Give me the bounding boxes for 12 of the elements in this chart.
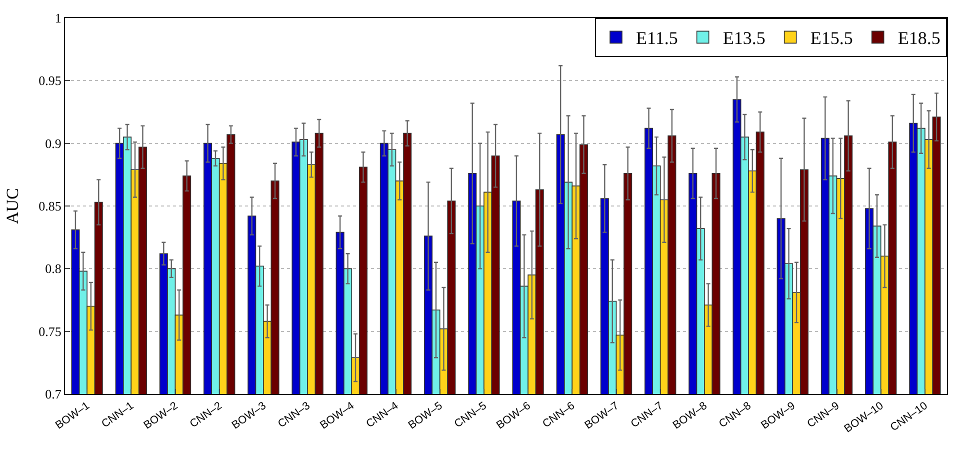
legend-label: E13.5 — [722, 28, 766, 48]
y-tick-label: 0.85 — [38, 198, 62, 214]
y-tick-label: 0.8 — [45, 261, 62, 276]
y-axis-title: AUC — [3, 188, 22, 224]
y-tick-label: 1 — [54, 10, 62, 26]
legend-label: E15.5 — [810, 28, 853, 48]
y-tick-label: 0.9 — [45, 136, 62, 151]
y-tick-label: 0.95 — [38, 73, 62, 88]
y-tick-label: 0.7 — [45, 386, 62, 402]
legend-label: E11.5 — [636, 28, 678, 48]
y-tick-label: 0.75 — [38, 324, 62, 339]
legend-label: E18.5 — [898, 28, 940, 48]
